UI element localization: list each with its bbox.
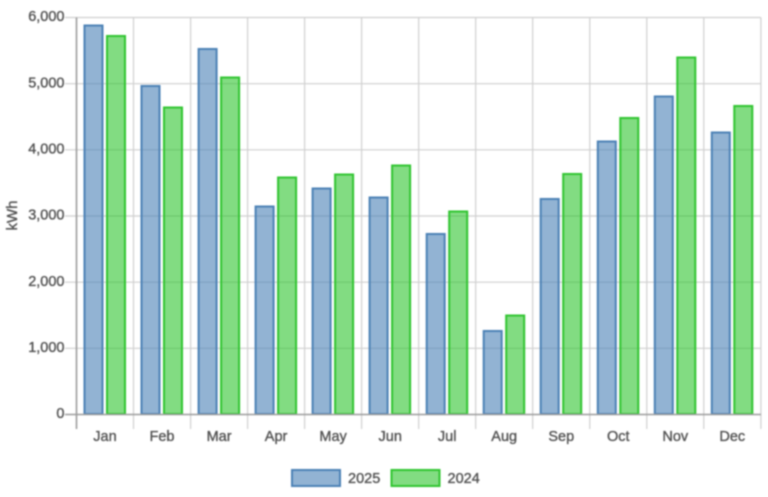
svg-text:2025: 2025	[348, 471, 380, 487]
svg-text:1,000: 1,000	[28, 340, 64, 356]
svg-text:2,000: 2,000	[28, 274, 64, 290]
svg-text:Jun: Jun	[379, 429, 402, 445]
svg-text:Feb: Feb	[150, 429, 175, 445]
svg-text:Sep: Sep	[548, 429, 574, 445]
svg-text:6,000: 6,000	[28, 9, 64, 25]
svg-text:Jan: Jan	[93, 429, 116, 445]
svg-text:4,000: 4,000	[28, 142, 64, 158]
svg-text:Oct: Oct	[607, 429, 630, 445]
svg-text:Nov: Nov	[662, 429, 689, 445]
svg-text:kWh: kWh	[4, 201, 21, 231]
svg-text:Mar: Mar	[207, 429, 232, 445]
svg-text:0: 0	[56, 406, 64, 422]
svg-text:3,000: 3,000	[28, 208, 64, 224]
svg-text:Apr: Apr	[265, 429, 288, 445]
svg-text:5,000: 5,000	[28, 75, 64, 91]
svg-text:Aug: Aug	[491, 429, 517, 445]
svg-text:2024: 2024	[448, 471, 480, 487]
svg-text:Dec: Dec	[719, 429, 745, 445]
svg-text:Jul: Jul	[438, 429, 457, 445]
svg-text:May: May	[319, 429, 347, 445]
